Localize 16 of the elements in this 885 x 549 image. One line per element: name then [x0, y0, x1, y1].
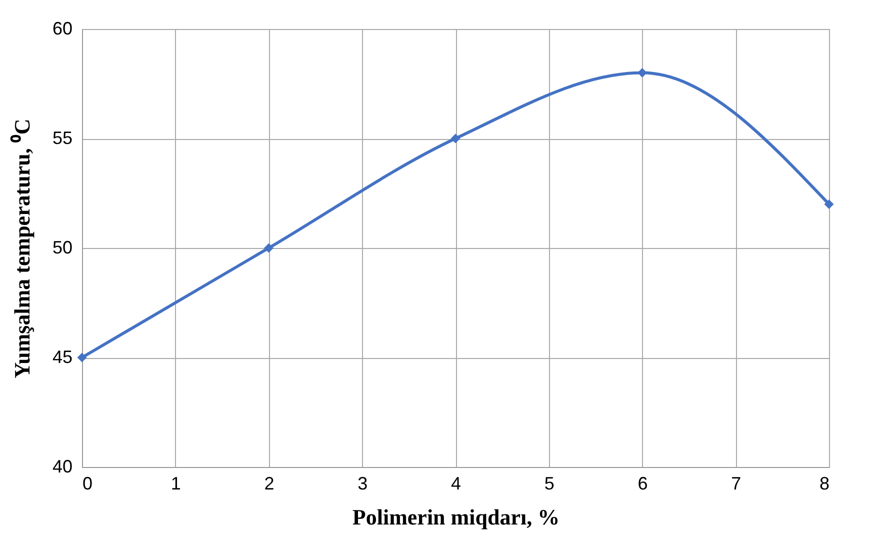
x-tick-label: 0	[82, 474, 93, 494]
x-tick-label: 6	[638, 474, 648, 494]
y-tick-label: 55	[52, 128, 72, 148]
y-axis-title: Yumşalma temperaturu, ⁰C	[9, 118, 34, 378]
x-tick-label: 8	[819, 474, 830, 494]
y-tick-label: 60	[52, 18, 72, 38]
x-axis-title: Polimerin miqdarı, %	[352, 504, 560, 530]
y-tick-label: 45	[52, 347, 72, 367]
x-tick-label: 7	[731, 474, 742, 494]
y-tick-label: 50	[52, 238, 72, 258]
y-tick-label: 40	[52, 456, 72, 476]
x-tick-label: 5	[544, 474, 554, 494]
x-tick-label: 3	[358, 474, 368, 494]
x-tick-label: 2	[264, 474, 274, 494]
x-tick-label: 1	[170, 474, 181, 494]
x-tick-label: 4	[450, 474, 462, 494]
